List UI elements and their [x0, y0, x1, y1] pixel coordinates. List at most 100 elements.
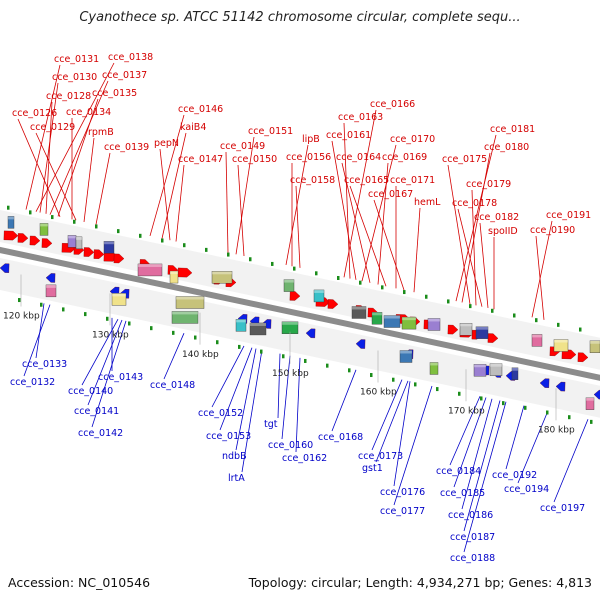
reverse-gene-arrow: [0, 263, 10, 273]
forward-gene-arrow: [561, 349, 577, 360]
feature-sheen: [428, 318, 440, 322]
feature-box: [249, 322, 267, 336]
top-gene-label: hemL: [414, 197, 441, 208]
feature-box: [383, 315, 401, 328]
bottom-gene-label: tgt: [264, 419, 278, 430]
top-label-leader: [45, 101, 53, 214]
feature-sheen: [490, 363, 502, 367]
feature-sheen: [284, 279, 294, 283]
bottom-label-leader: [393, 385, 433, 506]
forward-gene-arrow: [327, 299, 339, 309]
ruler-tick: [194, 335, 197, 340]
ruler-tick: [513, 313, 516, 318]
bottom-label-leader: [449, 396, 481, 466]
ruler-tick: [84, 312, 87, 317]
top-label-leader: [471, 189, 477, 306]
bottom-gene-label: cce_0162: [282, 453, 327, 464]
top-label-leader: [175, 164, 185, 242]
feature-box: [313, 289, 325, 303]
top-label-leader: [535, 235, 545, 320]
ruler-tick: [524, 405, 527, 410]
ruler-tick: [480, 396, 483, 401]
bottom-gene-label: cce_0160: [268, 440, 313, 451]
reverse-gene-arrow: [355, 339, 366, 349]
top-label-leader: [83, 137, 95, 222]
reverse-gene-arrow: [539, 378, 550, 388]
top-gene-label: cce_0134: [66, 107, 111, 118]
feature-sheen: [532, 334, 542, 338]
bottom-gene-label: cce_0148: [150, 380, 195, 391]
ruler-tick: [205, 247, 208, 252]
top-label-leader: [331, 140, 357, 280]
feature-sheen: [402, 317, 416, 321]
feature-sheen: [212, 271, 232, 275]
top-label-leader: [479, 222, 489, 308]
bottom-label-leader: [517, 410, 549, 484]
bottom-gene-label: cce_0188: [450, 553, 495, 564]
top-gene-label: cce_0166: [370, 99, 415, 110]
bottom-label-leader: [163, 333, 185, 380]
top-gene-label: cce_0126: [12, 108, 57, 119]
bottom-label-leader: [463, 400, 501, 532]
bottom-gene-label: ndbB: [222, 451, 247, 462]
feature-box: [111, 293, 127, 306]
top-gene-label: cce_0169: [382, 152, 427, 163]
bottom-label-leader: [463, 401, 507, 553]
feature-box: [7, 216, 15, 229]
feature-box: [103, 241, 115, 254]
forward-gene-arrow: [3, 230, 19, 241]
feature-sheen: [172, 311, 198, 315]
feature-sheen: [474, 364, 486, 368]
ruler-tick: [7, 205, 10, 210]
bottom-label-leader: [277, 353, 281, 419]
ruler-tick: [502, 401, 505, 406]
feature-sheen: [250, 322, 266, 326]
scale-tick-label: 150 kbp: [272, 369, 309, 379]
top-label-leader: [225, 151, 229, 253]
top-gene-label: cce_0158: [290, 175, 335, 186]
ruler-tick: [315, 271, 318, 276]
feature-box: [475, 326, 489, 339]
top-gene-label: cce_0178: [452, 198, 497, 209]
feature-box: [351, 306, 367, 319]
bottom-label-leader: [235, 348, 257, 451]
ruler-tick: [425, 294, 428, 299]
feature-sheen: [138, 263, 162, 267]
top-label-leader: [447, 164, 471, 305]
feature-box: [399, 350, 413, 363]
feature-sheen: [8, 216, 14, 220]
forward-gene-arrow: [41, 238, 53, 248]
bottom-gene-label: cce_0192: [492, 470, 537, 481]
top-gene-label: cce_0156: [286, 152, 331, 163]
scale-tick-label: 160 kbp: [360, 388, 397, 398]
top-gene-label: cce_0129: [30, 122, 75, 133]
top-gene-label: cce_0182: [474, 212, 519, 223]
bottom-label-leader: [375, 380, 409, 463]
ruler-tick: [260, 349, 263, 354]
top-gene-label: cce_0179: [466, 179, 511, 190]
bottom-label-leader: [393, 381, 411, 487]
feature-box: [39, 223, 49, 236]
top-label-leader: [35, 62, 115, 212]
ruler-tick: [172, 330, 175, 335]
top-gene-label: cce_0190: [530, 225, 575, 236]
top-label-leader: [49, 80, 109, 215]
ruler-tick: [392, 377, 395, 382]
top-gene-label: cce_0128: [46, 91, 91, 102]
top-gene-label: cce_0147: [178, 154, 223, 165]
top-label-leader: [461, 152, 491, 303]
ruler-tick: [161, 238, 164, 243]
feature-box: [489, 363, 503, 376]
feature-box: [175, 296, 205, 309]
top-label-leader: [349, 185, 387, 287]
bottom-label-leader: [91, 320, 127, 428]
top-gene-label: cce_0180: [484, 142, 529, 153]
ruler-tick: [403, 290, 406, 295]
ruler-tick: [51, 215, 54, 220]
ruler-tick: [128, 321, 131, 326]
feature-box: [169, 270, 179, 284]
top-label-leader: [17, 118, 61, 217]
ruler-tick: [238, 344, 241, 349]
bottom-label-leader: [331, 369, 357, 432]
top-label-leader: [455, 134, 497, 302]
